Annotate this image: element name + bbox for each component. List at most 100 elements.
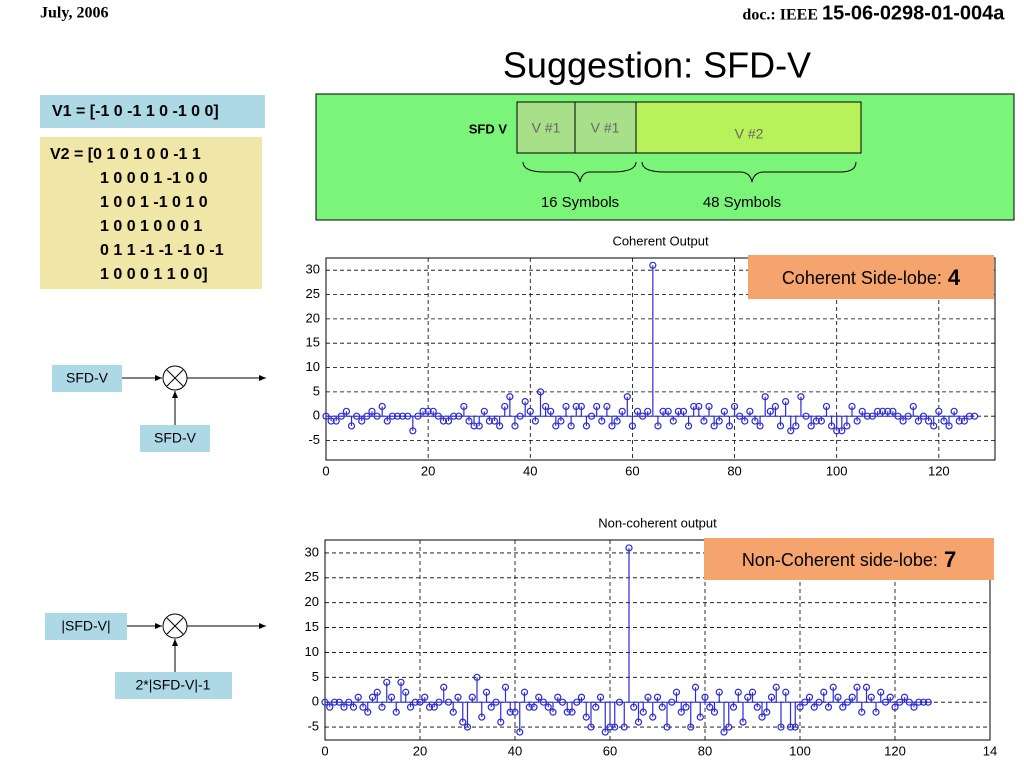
stem <box>639 412 647 420</box>
stem <box>924 698 932 706</box>
stem <box>470 416 478 430</box>
stem-marker <box>547 407 555 415</box>
y-tick-label: 10 <box>306 359 320 374</box>
stem <box>459 702 467 726</box>
stem <box>337 412 345 420</box>
stem <box>965 412 974 420</box>
stem-marker <box>563 708 571 716</box>
stem-marker <box>455 412 463 420</box>
stem <box>321 698 329 706</box>
stem <box>791 702 799 731</box>
x-tick-label: 80 <box>698 743 712 758</box>
stem-marker <box>761 393 769 401</box>
stem-marker <box>710 422 718 430</box>
stem <box>425 702 434 711</box>
stem-marker <box>402 688 410 696</box>
stem-marker <box>663 723 671 731</box>
chart-title: Coherent Output <box>612 233 709 248</box>
stem-marker <box>536 388 545 396</box>
stem-marker <box>373 412 381 420</box>
stem <box>603 402 611 417</box>
stem-marker <box>373 688 381 696</box>
stem <box>787 416 795 435</box>
stem <box>877 688 885 703</box>
stem-marker <box>430 703 438 711</box>
stem-marker <box>677 708 685 716</box>
stem <box>889 407 897 417</box>
stem-marker <box>497 718 505 726</box>
stem <box>492 698 500 706</box>
stem-marker <box>815 698 823 706</box>
stem-marker <box>700 417 708 425</box>
stem <box>577 693 586 703</box>
stem-marker <box>349 703 358 711</box>
stem-marker <box>824 703 833 711</box>
stem-marker <box>960 417 968 425</box>
stem-marker <box>839 703 847 711</box>
stem <box>960 416 968 425</box>
stem <box>674 407 682 417</box>
stem-marker <box>606 723 614 731</box>
stem-marker <box>364 708 372 716</box>
stem-marker <box>388 412 396 420</box>
stem <box>730 402 739 417</box>
stem-marker <box>682 703 690 711</box>
y-tick-label: 30 <box>306 262 320 277</box>
stem <box>669 416 677 425</box>
stem-marker <box>393 412 402 420</box>
stem <box>782 688 790 703</box>
stem <box>810 702 818 711</box>
stem <box>899 416 907 425</box>
stem-marker <box>414 412 422 420</box>
stem-marker <box>940 417 948 425</box>
stem-marker <box>910 703 918 711</box>
stem-marker <box>687 723 695 731</box>
stem-marker <box>558 698 567 706</box>
y-tick-label: 20 <box>305 594 319 609</box>
stem-marker <box>406 703 415 711</box>
stem-marker <box>482 688 491 696</box>
stem-marker <box>777 723 785 731</box>
stem <box>511 416 519 430</box>
stem <box>805 693 814 703</box>
stem <box>812 416 820 425</box>
stem-marker <box>829 683 837 691</box>
stem-marker <box>696 713 704 721</box>
diagram: |SFD-V| 2*|SFD-V|-1 <box>45 613 266 699</box>
stem <box>744 693 752 703</box>
stem <box>364 702 372 716</box>
stem-marker <box>567 422 575 430</box>
stem <box>439 416 448 425</box>
stem-marker <box>490 417 499 425</box>
stem-marker <box>748 688 757 696</box>
stem <box>734 688 742 703</box>
stem-marker <box>955 417 963 425</box>
stem <box>644 693 652 703</box>
stem <box>879 407 887 417</box>
stem <box>587 702 595 731</box>
stem <box>763 702 771 716</box>
stem-marker <box>501 683 510 691</box>
stem-marker <box>679 407 688 415</box>
stem <box>530 702 538 711</box>
stem <box>649 261 657 417</box>
stem <box>761 393 769 417</box>
stem <box>397 678 405 703</box>
stem-marker <box>463 723 472 731</box>
stem <box>444 698 453 706</box>
stem <box>473 673 481 703</box>
stem <box>531 416 539 425</box>
stem-marker <box>625 544 633 552</box>
stem <box>547 407 555 417</box>
stem-marker <box>332 417 340 425</box>
stem <box>909 402 917 417</box>
stem <box>554 693 562 703</box>
stem-marker <box>330 698 339 706</box>
stem-marker <box>771 402 780 411</box>
stem <box>388 412 396 420</box>
stem <box>930 416 938 430</box>
stem-marker <box>654 422 662 430</box>
stem-marker <box>905 698 913 706</box>
stem-marker <box>506 393 514 401</box>
